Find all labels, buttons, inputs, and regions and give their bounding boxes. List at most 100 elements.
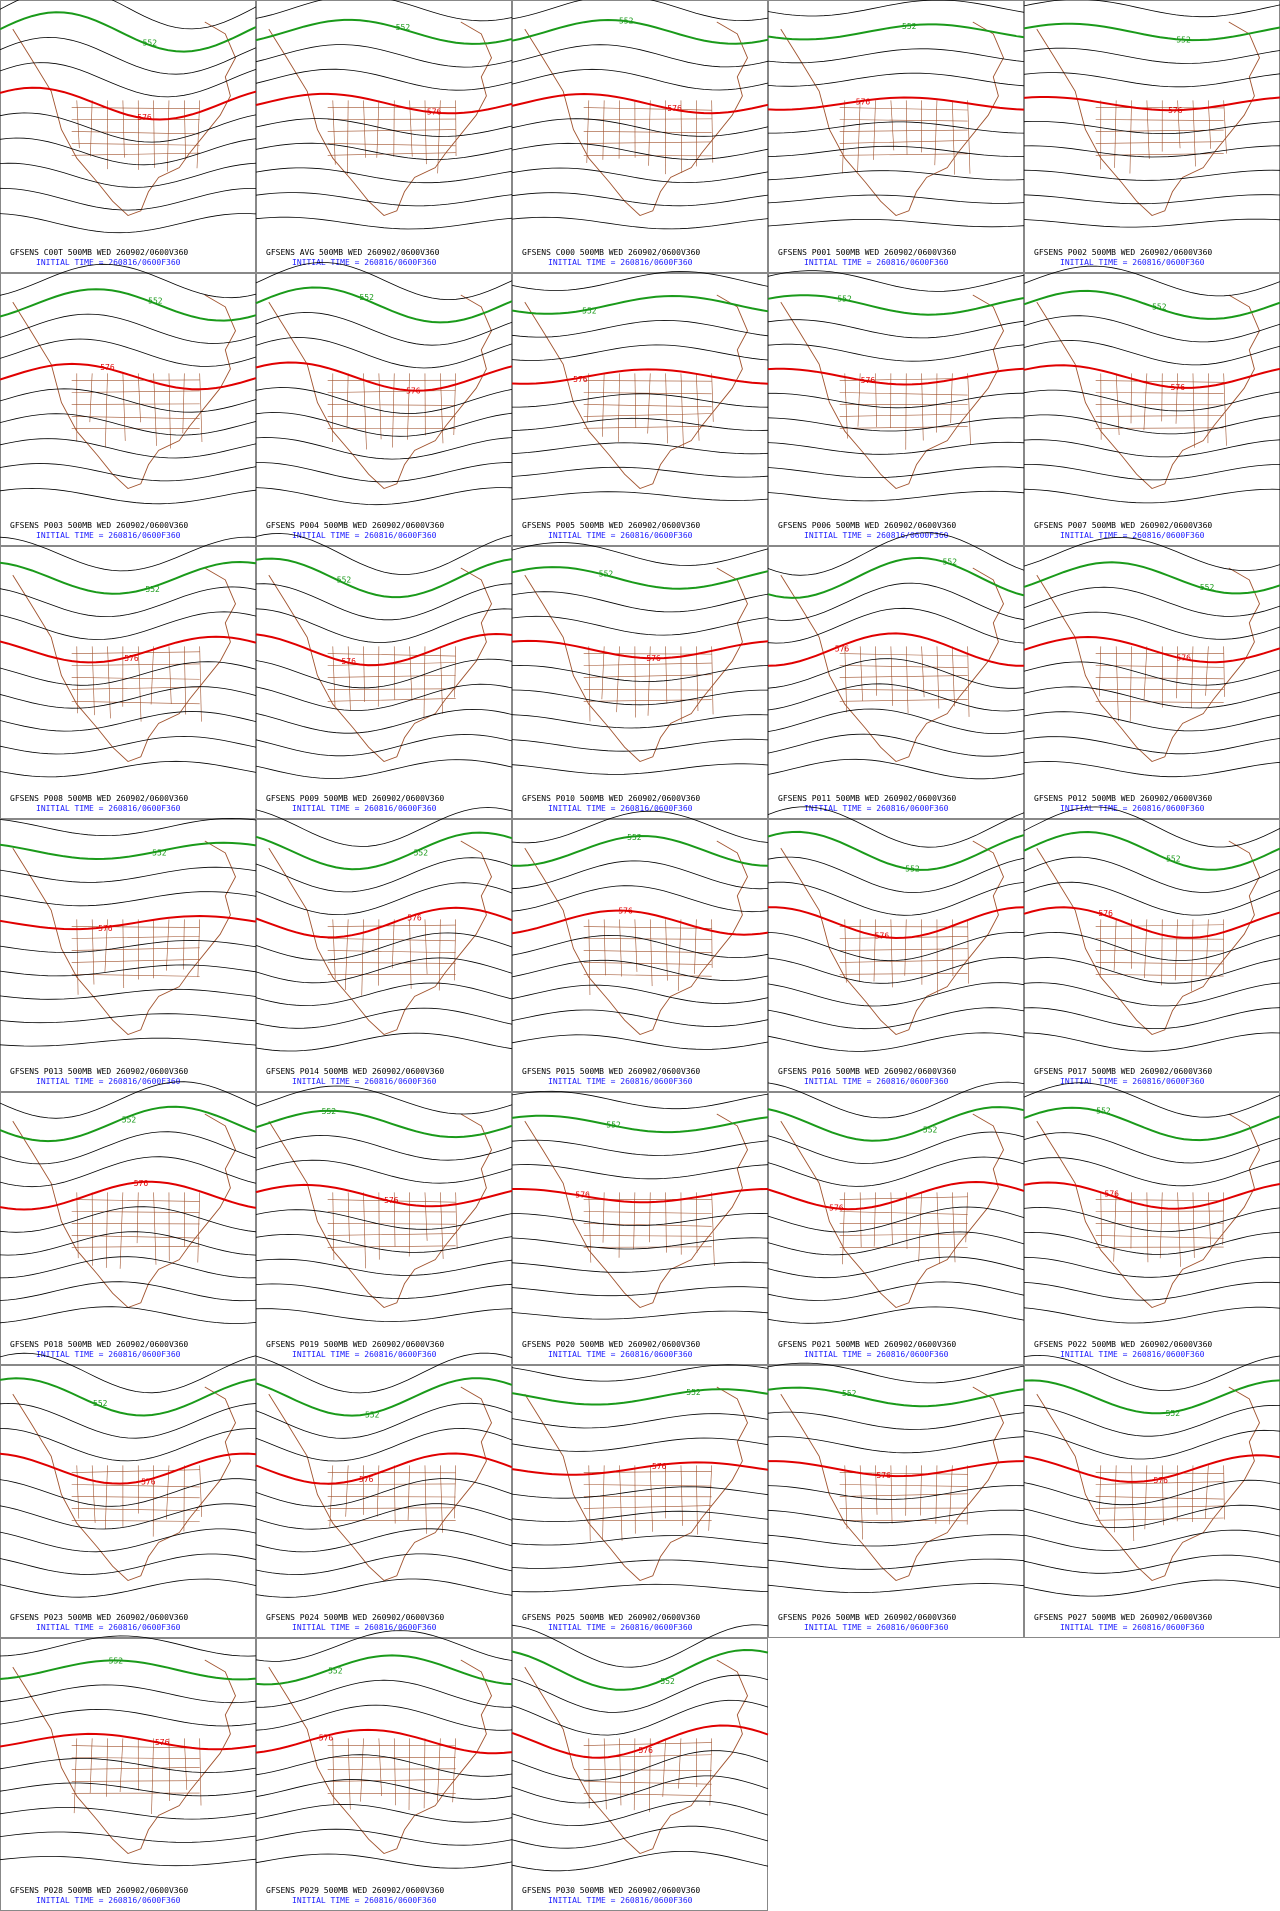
contour (511, 1164, 769, 1180)
coastline (524, 21, 748, 217)
contour (255, 1578, 513, 1598)
state-line (839, 959, 968, 963)
contour (767, 931, 1025, 962)
state-line (91, 1465, 96, 1523)
contour (0, 586, 257, 618)
contour-label: 552 (627, 833, 642, 842)
state-line (197, 1192, 200, 1263)
contour (1023, 957, 1280, 984)
contour (0, 536, 257, 572)
state-line (1113, 919, 1117, 971)
contour (767, 441, 1025, 455)
state-line (1222, 1192, 1224, 1245)
state-line (967, 100, 971, 174)
contour (767, 1131, 1025, 1164)
coastline (12, 1386, 236, 1582)
panel-subtitle: INITIAL TIME = 260816/0600F360 (1060, 258, 1205, 267)
contour (255, 1209, 513, 1230)
contour (1023, 661, 1280, 686)
state-line (105, 373, 108, 448)
contour (255, 437, 513, 460)
contour-label: 576 (667, 104, 682, 113)
state-line (649, 1738, 651, 1813)
state-line (1205, 646, 1209, 696)
contour (767, 219, 1025, 228)
state-line (363, 373, 367, 450)
panel-title: GFSENS P011 500MB WED 260902/0600V360 (778, 794, 956, 803)
contour (256, 462, 513, 483)
contour (0, 1503, 257, 1530)
contour (255, 44, 513, 68)
contour-label: 552 (396, 23, 411, 32)
contour (511, 1090, 769, 1110)
state-line (137, 646, 142, 722)
contour (767, 758, 1025, 780)
contour-label: 552 (414, 848, 429, 857)
state-line (76, 1465, 80, 1519)
panel-title: GFSENS P026 500MB WED 260902/0600V360 (778, 1613, 956, 1622)
state-line (327, 938, 456, 942)
state-line (649, 1192, 651, 1243)
highlight-contour (511, 1388, 769, 1406)
state-line (423, 1738, 426, 1809)
contour (1023, 611, 1280, 640)
panel-subtitle: INITIAL TIME = 260816/0600F360 (548, 1623, 693, 1632)
state-line (583, 1235, 712, 1237)
contour (0, 686, 257, 709)
panel-title: GFSENS P010 500MB WED 260902/0600V360 (522, 794, 700, 803)
state-line (71, 1780, 200, 1782)
state-line (332, 646, 336, 707)
contour (511, 319, 769, 338)
contour (767, 1007, 1025, 1030)
panel-subtitle: INITIAL TIME = 260816/0600F360 (548, 1896, 693, 1905)
panel-border (512, 1638, 768, 1911)
state-line (71, 1484, 200, 1488)
state-line (1130, 373, 1132, 424)
highlight-contour (255, 92, 513, 115)
contour (767, 48, 1025, 64)
state-line (1223, 1465, 1225, 1520)
highlight-contour (767, 556, 1025, 599)
contour-label: 576 (155, 1738, 170, 1747)
highlight-contour (768, 1460, 1025, 1478)
state-line (696, 646, 699, 712)
state-line (647, 373, 651, 434)
panel: 552 576 GFSENS P005 500MB WED 260902/0600V… (511, 271, 769, 546)
state-line (619, 1465, 623, 1541)
contour-label: 576 (1098, 909, 1113, 918)
panel-title: GFSENS C00T 500MB WED 260902/0600V360 (10, 248, 188, 257)
state-line (182, 373, 185, 434)
contour (1023, 488, 1280, 504)
state-line (583, 380, 712, 382)
panel-subtitle: INITIAL TIME = 260816/0600F360 (36, 1077, 181, 1086)
contour (1023, 806, 1280, 848)
state-line (327, 404, 456, 406)
panel-subtitle: INITIAL TIME = 260816/0600F360 (804, 1077, 949, 1086)
panel-subtitle: INITIAL TIME = 260816/0600F360 (1060, 531, 1205, 540)
state-line (588, 1192, 592, 1263)
state-line (583, 392, 712, 395)
panel: 552 576 GFSENS P001 500MB WED 260902/0600V… (767, 0, 1025, 273)
contour (0, 1758, 257, 1774)
state-line (327, 1223, 456, 1225)
state-line (1095, 129, 1224, 132)
highlight-contour (511, 294, 769, 315)
highlight-contour (0, 635, 257, 664)
contour (0, 735, 257, 755)
coastline (780, 1113, 1004, 1309)
state-line (119, 1192, 124, 1269)
panel-subtitle: INITIAL TIME = 260816/0600F360 (1060, 1077, 1205, 1086)
state-line (393, 1738, 396, 1806)
contour (255, 68, 513, 91)
state-line (619, 919, 623, 977)
panel: 552 576 GFSENS AVG 500MB WED 260902/0600V3… (255, 0, 513, 273)
panel-subtitle: INITIAL TIME = 260816/0600F360 (548, 258, 693, 267)
contour (1023, 982, 1280, 1007)
contour (767, 956, 1025, 984)
contour (1023, 931, 1280, 961)
state-line (857, 100, 861, 172)
panel-border (256, 1638, 512, 1911)
contour (767, 607, 1025, 644)
state-line (76, 100, 80, 149)
contour (767, 1411, 1025, 1430)
